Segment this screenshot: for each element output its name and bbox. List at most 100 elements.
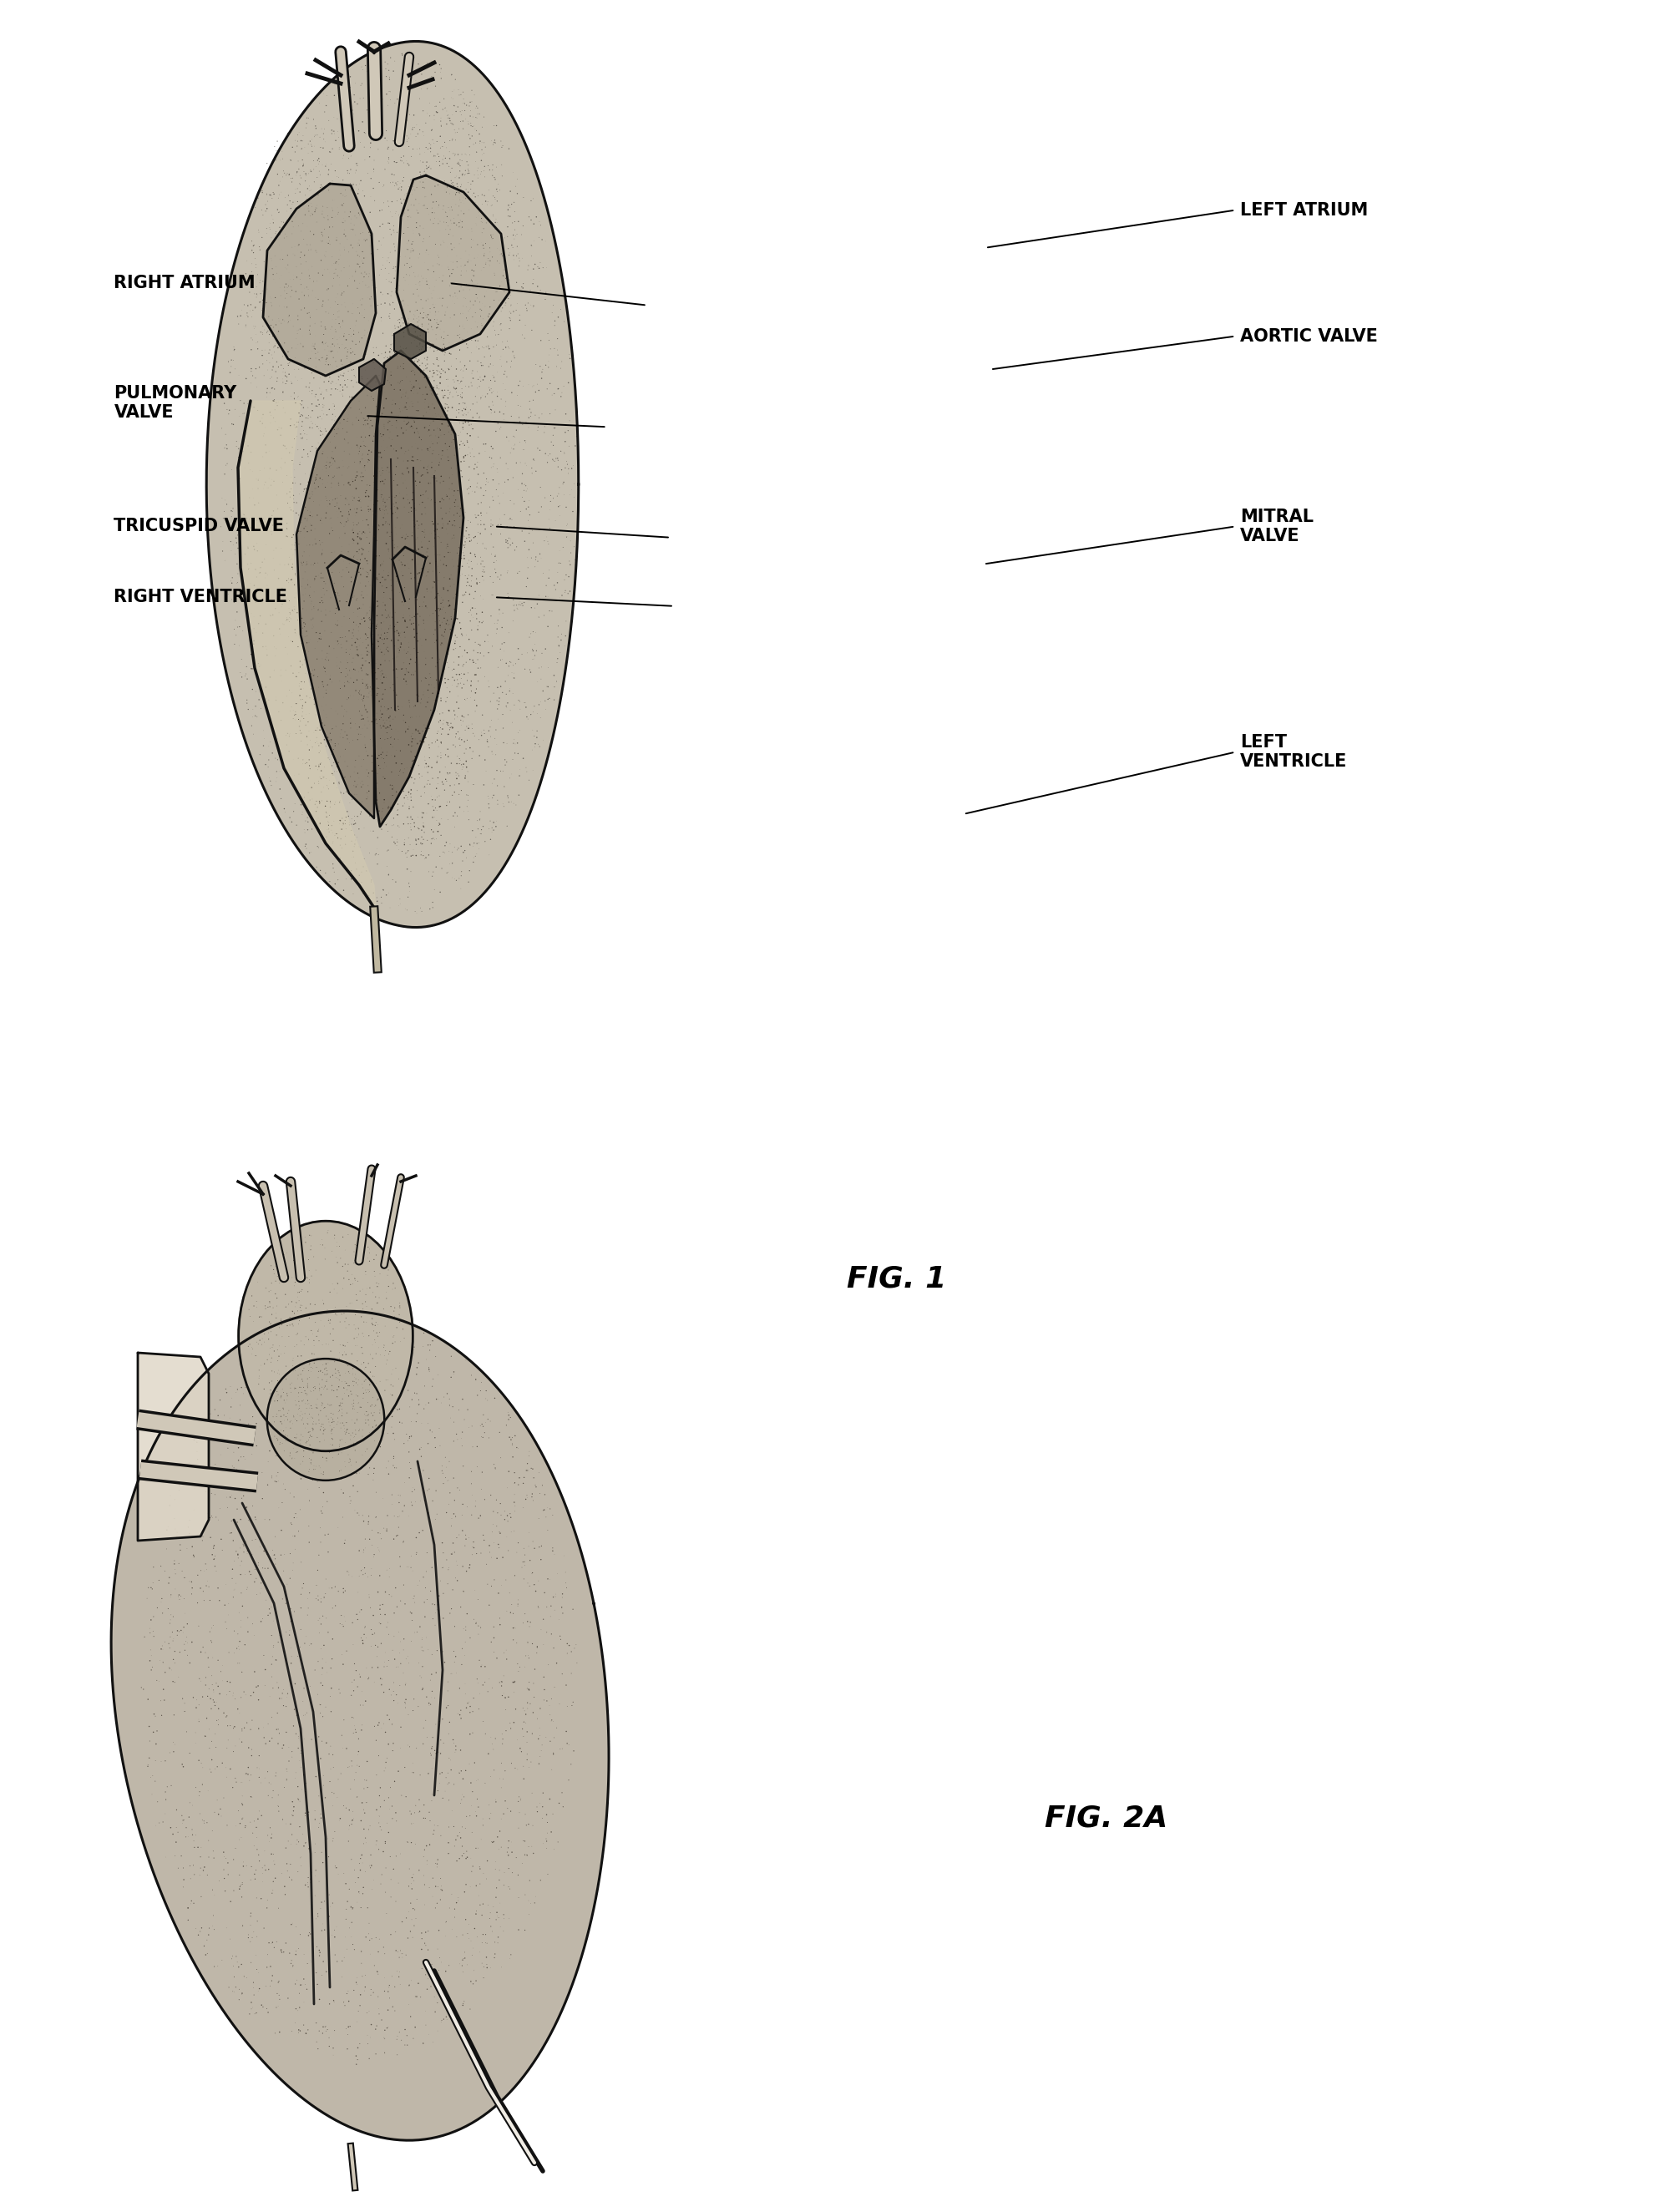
Point bbox=[308, 783, 335, 818]
Point bbox=[293, 1261, 320, 1296]
Point bbox=[379, 157, 406, 192]
Point bbox=[216, 1425, 243, 1460]
Point bbox=[285, 1513, 312, 1548]
Point bbox=[342, 1646, 369, 1681]
Point bbox=[437, 155, 464, 190]
Point bbox=[463, 88, 489, 124]
Point bbox=[308, 1606, 335, 1641]
Point bbox=[453, 88, 479, 124]
Point bbox=[513, 1725, 540, 1761]
Point bbox=[340, 1391, 367, 1427]
Point bbox=[404, 117, 431, 153]
Point bbox=[328, 1462, 355, 1498]
Point bbox=[313, 445, 340, 480]
Point bbox=[288, 1750, 315, 1785]
Point bbox=[308, 243, 335, 279]
Point bbox=[302, 305, 328, 341]
Point bbox=[282, 122, 308, 157]
Point bbox=[278, 1294, 305, 1329]
Point bbox=[300, 1413, 327, 1449]
Point bbox=[335, 1352, 362, 1387]
Point bbox=[320, 261, 347, 296]
Point bbox=[434, 732, 461, 768]
Point bbox=[511, 584, 538, 619]
Point bbox=[334, 1632, 360, 1668]
Point bbox=[464, 188, 491, 223]
Point bbox=[345, 1340, 372, 1376]
Point bbox=[334, 794, 360, 830]
Point bbox=[295, 389, 322, 425]
Point bbox=[349, 1876, 375, 1911]
Point bbox=[451, 491, 478, 526]
Point bbox=[243, 502, 270, 538]
Point bbox=[548, 451, 575, 487]
Point bbox=[364, 1630, 391, 1666]
Point bbox=[350, 644, 377, 679]
Point bbox=[496, 502, 523, 538]
Point bbox=[292, 1411, 318, 1447]
Point bbox=[468, 299, 494, 334]
Point bbox=[282, 175, 308, 210]
Point bbox=[335, 398, 362, 434]
Point bbox=[365, 509, 392, 544]
Point bbox=[313, 1442, 340, 1478]
Point bbox=[384, 405, 411, 440]
Point bbox=[345, 383, 372, 418]
Point bbox=[359, 458, 385, 493]
Point bbox=[436, 480, 463, 515]
Point bbox=[402, 1484, 429, 1520]
Point bbox=[251, 188, 278, 223]
Point bbox=[297, 657, 323, 692]
Point bbox=[283, 261, 310, 296]
Point bbox=[409, 1931, 436, 1966]
Point bbox=[535, 608, 561, 644]
Point bbox=[424, 765, 451, 801]
Point bbox=[352, 568, 379, 604]
Point bbox=[342, 462, 369, 498]
Point bbox=[394, 1416, 421, 1451]
Point bbox=[365, 1778, 392, 1814]
Point bbox=[469, 553, 496, 588]
Point bbox=[561, 429, 588, 465]
Point bbox=[441, 1644, 468, 1679]
Point bbox=[317, 730, 344, 765]
Point bbox=[392, 891, 419, 927]
Point bbox=[251, 1551, 278, 1586]
Point bbox=[344, 524, 370, 560]
Point bbox=[427, 1756, 454, 1792]
Point bbox=[218, 1504, 245, 1540]
Point bbox=[342, 168, 369, 204]
Point bbox=[275, 602, 302, 637]
Point bbox=[300, 657, 327, 692]
Point bbox=[409, 369, 436, 405]
Point bbox=[374, 46, 401, 82]
Point bbox=[216, 1674, 243, 1710]
Point bbox=[407, 296, 434, 332]
Point bbox=[349, 456, 375, 491]
Point bbox=[210, 500, 236, 535]
Point bbox=[385, 635, 412, 670]
Point bbox=[370, 482, 397, 518]
Point bbox=[367, 719, 394, 754]
Point bbox=[526, 434, 553, 469]
Point bbox=[255, 372, 282, 407]
Point bbox=[406, 566, 432, 602]
Point bbox=[463, 821, 489, 856]
Point bbox=[444, 2002, 471, 2037]
Point bbox=[406, 511, 432, 546]
Point bbox=[468, 204, 494, 239]
Point bbox=[447, 296, 474, 332]
Point bbox=[375, 1644, 402, 1679]
Point bbox=[427, 1686, 454, 1721]
Point bbox=[355, 564, 382, 599]
Point bbox=[191, 1584, 218, 1619]
Point bbox=[411, 153, 437, 188]
Point bbox=[463, 179, 489, 215]
Point bbox=[442, 1728, 469, 1763]
Point bbox=[355, 215, 382, 250]
Point bbox=[246, 551, 273, 586]
Point bbox=[545, 372, 572, 407]
Point bbox=[310, 327, 337, 363]
Point bbox=[499, 217, 526, 252]
Point bbox=[330, 1608, 357, 1644]
